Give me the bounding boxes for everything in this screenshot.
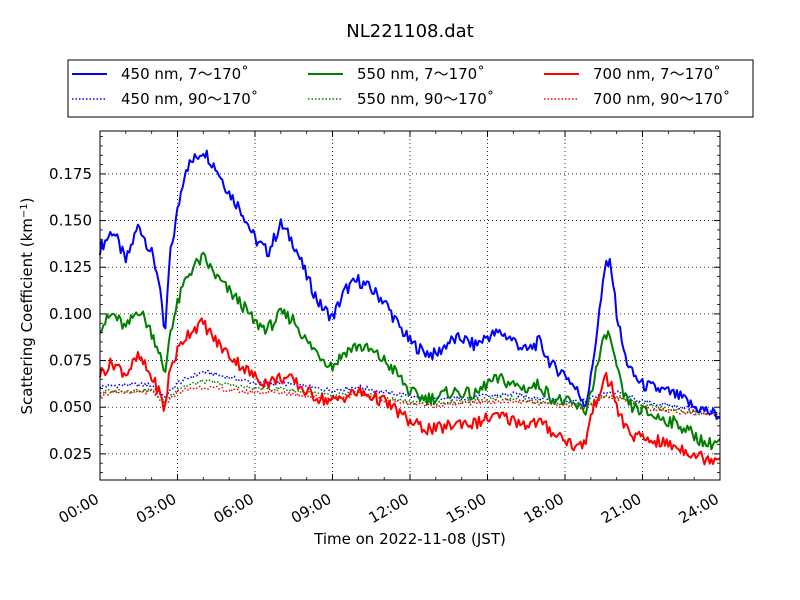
y-tick-labels: 0.025 0.050 0.075 0.100 0.125 0.150 0.175 xyxy=(49,165,92,463)
y-tick-label: 0.025 xyxy=(49,445,92,463)
series-line xyxy=(99,251,721,451)
y-axis-label-text: Scattering Coefficient (km xyxy=(18,218,36,414)
legend-label: 700 nm, 90～170˚ xyxy=(593,90,730,108)
chart-title: NL221108.dat xyxy=(346,21,473,42)
y-tick-label: 0.075 xyxy=(49,352,92,370)
y-tick-label: 0.125 xyxy=(49,258,92,276)
series-line xyxy=(99,385,721,418)
legend-label: 700 nm, 7～170˚ xyxy=(593,65,721,83)
ticks xyxy=(99,131,721,480)
series-group xyxy=(99,149,721,466)
y-axis-label-superscript: −1 xyxy=(19,203,30,218)
y-tick-label: 0.100 xyxy=(49,305,92,323)
legend-label: 450 nm, 7～170˚ xyxy=(121,65,249,83)
y-axis-label-close: ) xyxy=(18,197,36,203)
legend-label: 550 nm, 7～170˚ xyxy=(357,65,485,83)
y-tick-label: 0.150 xyxy=(49,212,92,230)
series-line xyxy=(99,149,721,420)
series-line xyxy=(99,369,721,415)
y-tick-label: 0.050 xyxy=(49,398,92,416)
legend-label: 450 nm, 90～170˚ xyxy=(121,90,258,108)
y-tick-label: 0.175 xyxy=(49,165,92,183)
legend: 450 nm, 7～170˚ 450 nm, 90～170˚ 550 nm, 7～1… xyxy=(67,59,754,118)
legend-label: 550 nm, 90～170˚ xyxy=(357,90,494,108)
y-axis-label: Scattering Coefficient (km−1) xyxy=(18,197,36,414)
x-axis-label: Time on 2022-11-08 (JST) xyxy=(313,530,506,548)
series-line xyxy=(99,317,721,466)
legend-box xyxy=(67,59,754,118)
